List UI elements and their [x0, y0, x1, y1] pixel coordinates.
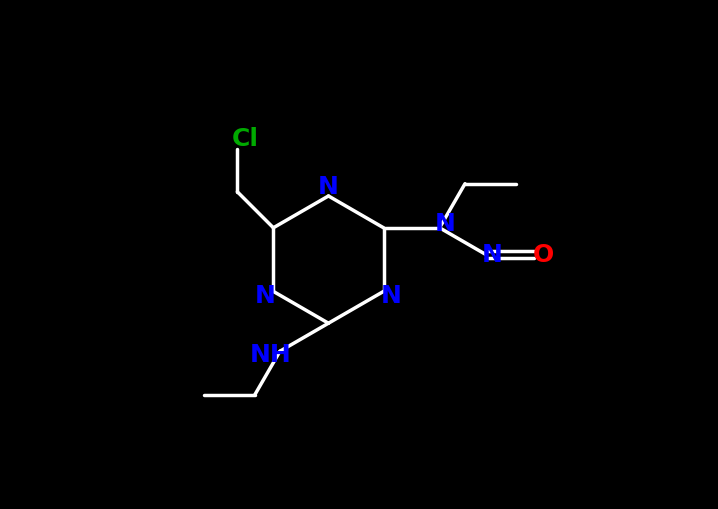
Text: NH: NH — [250, 343, 292, 367]
Text: N: N — [255, 284, 276, 308]
Text: O: O — [533, 242, 554, 267]
Text: N: N — [482, 242, 503, 267]
Text: N: N — [381, 284, 402, 308]
Text: N: N — [318, 175, 339, 199]
Text: Cl: Cl — [231, 127, 258, 151]
Text: N: N — [435, 212, 456, 236]
